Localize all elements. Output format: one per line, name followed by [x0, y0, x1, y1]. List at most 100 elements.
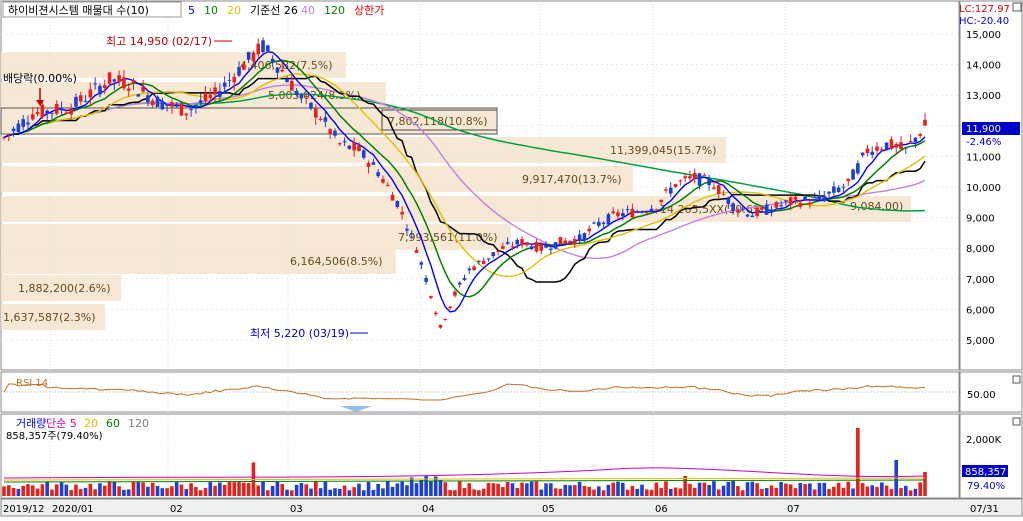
candle-body — [2, 137, 6, 139]
candle-body — [165, 104, 169, 106]
candle-body — [841, 186, 846, 188]
volume-bar — [760, 489, 764, 496]
volume-bar — [764, 488, 769, 496]
rsi-close-icon[interactable] — [1012, 375, 1021, 384]
volume-bar — [337, 488, 342, 496]
volume-bar — [870, 485, 875, 496]
candle-body — [232, 76, 237, 83]
candle-body — [870, 151, 875, 155]
volume-bar — [93, 489, 97, 496]
candle-body — [45, 110, 49, 114]
profile-label: 6,164,506(8.5%) — [290, 255, 383, 268]
candle-body — [510, 246, 515, 248]
ma-legend-item: 상한가 — [354, 4, 384, 17]
volume-bar — [16, 488, 21, 496]
candle-body — [908, 141, 913, 143]
candle-body — [333, 130, 337, 136]
volume-bar — [328, 489, 332, 496]
candle-body — [568, 240, 572, 244]
volume-bar — [74, 484, 78, 496]
volume-bar — [390, 486, 395, 496]
volume-bar — [69, 490, 73, 496]
candle-body — [884, 142, 889, 150]
volume-axis — [959, 413, 1023, 499]
volume-bar — [59, 482, 64, 496]
x-tick-label: 2020/01 — [52, 504, 94, 515]
candle-body — [261, 40, 265, 52]
candle-body — [529, 246, 534, 250]
candle-body — [644, 212, 649, 214]
volume-bar — [457, 481, 462, 496]
candle-body — [664, 189, 668, 191]
volume-bar — [913, 488, 918, 496]
volume-bar — [318, 488, 323, 496]
candle-body — [553, 242, 558, 249]
volume-bar — [275, 481, 280, 496]
rsi-oversold-fill — [340, 406, 372, 412]
candle-body — [40, 104, 45, 118]
volume-bar — [21, 485, 25, 496]
volume-bar — [750, 481, 755, 496]
profile-label: 1,882,200(2.6%) — [18, 282, 111, 295]
candle-body — [419, 262, 424, 265]
candle-body — [270, 58, 275, 63]
volume-bar — [150, 482, 155, 496]
volume-bar — [146, 486, 150, 496]
volume-ma5-line — [3, 467, 926, 479]
volume-bar — [659, 488, 663, 496]
volume-bar — [673, 487, 678, 496]
price-tick-label: 5,000 — [966, 336, 995, 347]
candle-body — [481, 260, 486, 265]
volume-bar — [170, 486, 174, 496]
volume-bar — [117, 486, 121, 496]
candle-body — [635, 211, 639, 213]
volume-bar — [918, 482, 923, 496]
candle-body — [146, 95, 150, 103]
candle-body — [860, 152, 865, 156]
rsi-panel[interactable] — [0, 371, 960, 413]
volume-bar — [107, 481, 112, 496]
candle-body — [443, 319, 448, 321]
volume-bar — [491, 483, 496, 496]
volume-bar — [290, 490, 294, 496]
candle-body — [472, 266, 476, 271]
volume-bar — [587, 486, 592, 496]
volume-bar — [625, 489, 630, 496]
volume-legend-item: 거래량 — [16, 417, 46, 430]
title-box[interactable] — [2, 1, 182, 18]
volume-bar — [433, 476, 438, 496]
candle-body — [361, 150, 366, 158]
profile-band — [1, 304, 105, 330]
volume-bars — [2, 428, 927, 496]
volume-bar — [54, 484, 59, 496]
volume-tick: 2,000K — [966, 435, 1002, 446]
candle-body — [313, 108, 318, 118]
ma-legend-item: 40 — [301, 4, 315, 17]
volume-bar — [352, 487, 356, 496]
candle-body — [342, 141, 347, 143]
candle-body — [798, 203, 803, 207]
volume-bar — [721, 485, 726, 496]
volume-bar — [884, 485, 889, 496]
volume-bar — [400, 481, 404, 496]
volume-bar — [313, 481, 318, 496]
candle-body — [779, 205, 783, 207]
close-icon[interactable] — [1012, 2, 1022, 12]
candle-body — [851, 169, 855, 180]
x-axis-end-label: 07/31 — [970, 504, 999, 515]
candle-body — [448, 306, 452, 309]
candle-body — [501, 246, 505, 249]
volume-bar — [558, 488, 563, 496]
volume-bar — [880, 482, 884, 496]
x-tick-label: 03 — [290, 504, 303, 515]
candle-body — [904, 147, 908, 149]
volume-bar — [405, 485, 409, 496]
volume-close-icon[interactable] — [1012, 417, 1021, 426]
candle-body — [673, 184, 678, 188]
volume-bar — [793, 488, 798, 496]
volume-bar — [112, 481, 117, 496]
candle-body — [275, 67, 280, 73]
candle-body — [16, 123, 21, 133]
